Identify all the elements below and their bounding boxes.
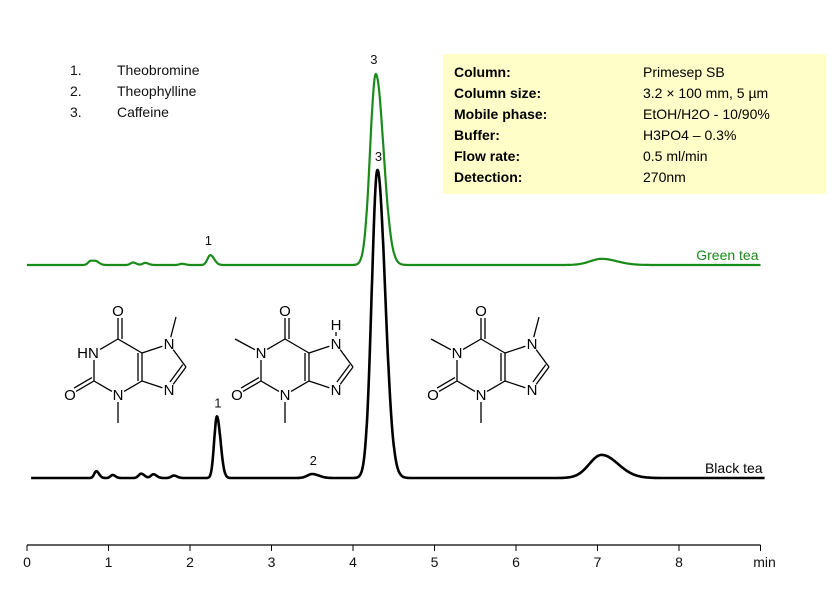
- atom-label: O: [231, 387, 243, 404]
- series-label: Green tea: [696, 247, 758, 263]
- atom-label: H: [331, 317, 342, 334]
- condition-key: Detection:: [454, 169, 523, 185]
- x-tick-label: 1: [105, 554, 113, 570]
- legend-name: Theobromine: [117, 62, 200, 78]
- series-label: Black tea: [705, 460, 763, 476]
- peak-label: 3: [375, 149, 382, 164]
- atom-label: N: [280, 387, 291, 404]
- bond: [533, 316, 540, 338]
- x-tick-label: 0: [23, 554, 31, 570]
- atom-label: N: [452, 345, 463, 362]
- legend-number: 3.: [70, 104, 82, 120]
- atom-label: O: [279, 303, 291, 320]
- bond: [169, 364, 184, 383]
- atom-label: O: [475, 303, 487, 320]
- bond: [172, 349, 187, 368]
- atom-label: N: [113, 387, 124, 404]
- atom-label: O: [112, 303, 124, 320]
- atom-label: N: [527, 336, 538, 353]
- bond: [308, 345, 330, 354]
- bond: [170, 316, 177, 338]
- x-tick-label: 6: [512, 554, 520, 570]
- atom-label: N: [331, 336, 342, 353]
- x-tick-label: 4: [349, 554, 357, 570]
- legend-name: Theophylline: [117, 83, 197, 99]
- x-tick-label: 2: [186, 554, 194, 570]
- bond: [242, 380, 262, 393]
- bond: [172, 366, 187, 385]
- legend-name: Caffeine: [117, 104, 169, 120]
- bond: [504, 345, 526, 354]
- bond: [141, 380, 163, 389]
- bond: [117, 338, 143, 354]
- conditions-box: Column: Primesep SB Column size: 3.2 × 100…: [443, 54, 826, 194]
- bond: [462, 338, 482, 351]
- trace-black-tea: [30, 168, 766, 480]
- atom-label: O: [427, 387, 439, 404]
- peak-label: 1: [205, 233, 212, 248]
- x-tick-label: 5: [431, 554, 439, 570]
- peak-label: 2: [310, 453, 317, 468]
- bond: [93, 380, 113, 393]
- bond: [535, 349, 550, 368]
- bond: [290, 380, 310, 393]
- bond: [266, 338, 286, 351]
- bond: [73, 376, 93, 389]
- condition-value: EtOH/H2O - 10/90%: [643, 106, 770, 122]
- atom-label: O: [64, 387, 76, 404]
- structure-caffeine: N N N N O O: [427, 303, 550, 423]
- bond: [75, 380, 95, 393]
- x-axis-label: min: [753, 554, 776, 570]
- bond: [308, 380, 330, 389]
- condition-value: 270nm: [643, 169, 686, 185]
- bond: [532, 364, 547, 383]
- bond: [99, 338, 119, 351]
- condition-value: 0.5 ml/min: [643, 148, 708, 164]
- bond: [336, 364, 351, 383]
- bond: [339, 349, 354, 368]
- structure-theophylline: N N N N O O H: [231, 303, 354, 423]
- x-tick-label: 8: [675, 554, 683, 570]
- condition-key: Mobile phase:: [454, 106, 548, 122]
- legend-number: 1.: [70, 62, 82, 78]
- structure-theobromine: HN N N N O O: [64, 303, 187, 423]
- atom-label: HN: [77, 345, 99, 362]
- atom-label: N: [527, 382, 538, 399]
- atom-label: N: [256, 345, 267, 362]
- bond: [486, 380, 506, 393]
- bond: [141, 345, 163, 354]
- bond: [436, 376, 456, 389]
- condition-key: Column size:: [454, 85, 542, 101]
- bond: [240, 376, 260, 389]
- bond: [260, 380, 280, 393]
- bond: [504, 380, 526, 389]
- condition-value: Primesep SB: [643, 64, 725, 80]
- bond: [456, 380, 476, 393]
- trace-green-tea: [26, 72, 762, 267]
- condition-value: H3PO4 – 0.3%: [643, 127, 737, 143]
- bond: [234, 338, 256, 351]
- x-tick-label: 3: [268, 554, 276, 570]
- condition-value: 3.2 × 100 mm, 5 µm: [643, 85, 769, 101]
- condition-key: Flow rate:: [454, 148, 521, 164]
- atom-label: N: [331, 382, 342, 399]
- atom-label: N: [164, 336, 175, 353]
- legend-number: 2.: [70, 83, 82, 99]
- condition-key: Column:: [454, 64, 511, 80]
- peak-label: 1: [214, 395, 221, 410]
- x-tick-label: 7: [594, 554, 602, 570]
- bond: [284, 338, 310, 354]
- bond: [339, 366, 354, 385]
- peak-label: 3: [370, 52, 377, 67]
- atom-label: N: [164, 382, 175, 399]
- bond: [438, 380, 458, 393]
- condition-key: Buffer:: [454, 127, 500, 143]
- bond: [480, 338, 506, 354]
- bond: [123, 380, 143, 393]
- bond: [535, 366, 550, 385]
- atom-label: N: [476, 387, 487, 404]
- bond: [430, 338, 452, 351]
